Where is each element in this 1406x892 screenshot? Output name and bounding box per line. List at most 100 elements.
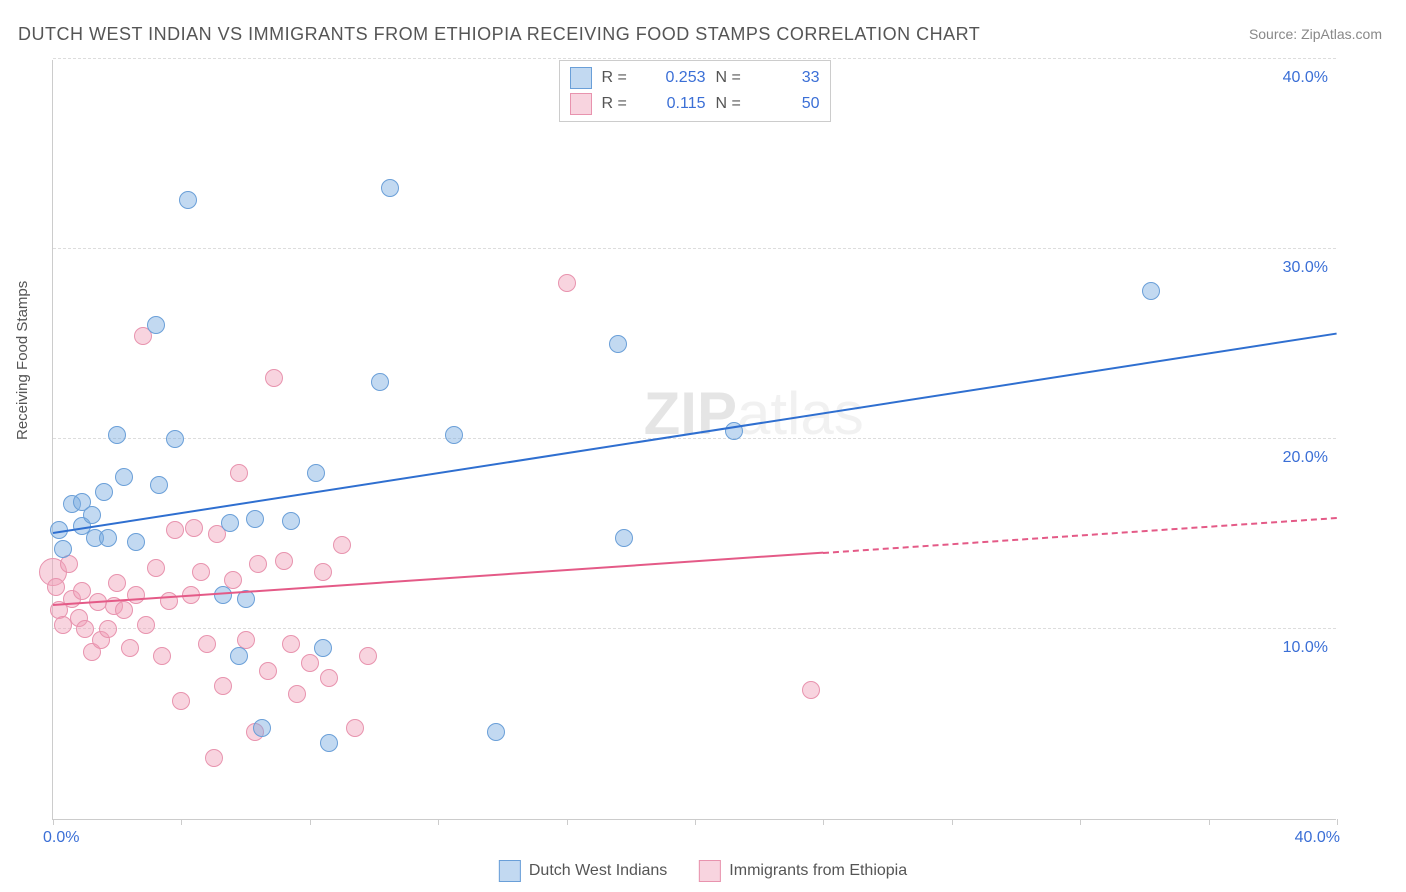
data-point bbox=[249, 555, 267, 573]
gridline bbox=[53, 628, 1336, 629]
legend-swatch bbox=[699, 860, 721, 882]
data-point bbox=[54, 540, 72, 558]
source-credit: Source: ZipAtlas.com bbox=[1249, 26, 1382, 42]
data-point bbox=[95, 483, 113, 501]
r-label: R = bbox=[602, 69, 636, 87]
chart-title: DUTCH WEST INDIAN VS IMMIGRANTS FROM ETH… bbox=[18, 24, 980, 45]
data-point bbox=[282, 635, 300, 653]
data-point bbox=[150, 476, 168, 494]
x-tick bbox=[310, 819, 311, 825]
plot-area: 10.0%20.0%30.0%40.0%0.0%40.0%ZIPatlasR =… bbox=[52, 60, 1336, 820]
data-point bbox=[205, 749, 223, 767]
data-point bbox=[314, 639, 332, 657]
correlation-legend-row: R =0.253N =33 bbox=[570, 65, 820, 91]
x-tick bbox=[181, 819, 182, 825]
data-point bbox=[371, 373, 389, 391]
data-point bbox=[445, 426, 463, 444]
data-point bbox=[288, 685, 306, 703]
x-tick bbox=[952, 819, 953, 825]
legend-swatch bbox=[499, 860, 521, 882]
correlation-legend: R =0.253N =33R =0.115N =50 bbox=[559, 60, 831, 122]
x-tick bbox=[1080, 819, 1081, 825]
data-point bbox=[137, 616, 155, 634]
legend-item: Dutch West Indians bbox=[499, 860, 667, 882]
data-point bbox=[253, 719, 271, 737]
x-tick bbox=[1337, 819, 1338, 825]
x-tick-label-min: 0.0% bbox=[43, 829, 79, 847]
n-value: 50 bbox=[760, 95, 820, 113]
data-point bbox=[121, 639, 139, 657]
gridline bbox=[53, 58, 1336, 59]
correlation-legend-row: R = 0.115 N = 50 bbox=[570, 91, 820, 117]
x-tick bbox=[1209, 819, 1210, 825]
data-point bbox=[153, 647, 171, 665]
data-point bbox=[99, 620, 117, 638]
r-value: 0.253 bbox=[646, 69, 706, 87]
data-point bbox=[198, 635, 216, 653]
legend-label: Immigrants from Ethiopia bbox=[729, 862, 907, 880]
data-point bbox=[802, 681, 820, 699]
data-point bbox=[115, 468, 133, 486]
data-point bbox=[259, 662, 277, 680]
data-point bbox=[160, 592, 178, 610]
data-point bbox=[1142, 282, 1160, 300]
data-point bbox=[147, 316, 165, 334]
legend-item: Immigrants from Ethiopia bbox=[699, 860, 907, 882]
r-label: R = bbox=[602, 95, 636, 113]
data-point bbox=[83, 506, 101, 524]
data-point bbox=[275, 552, 293, 570]
data-point bbox=[166, 430, 184, 448]
data-point bbox=[246, 510, 264, 528]
data-point bbox=[333, 536, 351, 554]
data-point bbox=[99, 529, 117, 547]
data-point bbox=[221, 514, 239, 532]
x-tick bbox=[695, 819, 696, 825]
data-point bbox=[282, 512, 300, 530]
legend-swatch bbox=[570, 93, 592, 115]
gridline bbox=[53, 248, 1336, 249]
data-point bbox=[73, 582, 91, 600]
data-point bbox=[230, 464, 248, 482]
data-point bbox=[558, 274, 576, 292]
y-axis-label: Receiving Food Stamps bbox=[14, 281, 31, 440]
x-tick-label-max: 40.0% bbox=[1295, 829, 1340, 847]
data-point bbox=[359, 647, 377, 665]
data-point bbox=[127, 586, 145, 604]
data-point bbox=[314, 563, 332, 581]
data-point bbox=[166, 521, 184, 539]
legend-label: Dutch West Indians bbox=[529, 862, 667, 880]
x-tick bbox=[823, 819, 824, 825]
data-point bbox=[108, 574, 126, 592]
data-point bbox=[47, 578, 65, 596]
gridline bbox=[53, 438, 1336, 439]
data-point bbox=[487, 723, 505, 741]
data-point bbox=[147, 559, 165, 577]
x-tick bbox=[53, 819, 54, 825]
trend-line bbox=[53, 552, 824, 606]
data-point bbox=[214, 677, 232, 695]
y-tick-label: 20.0% bbox=[1283, 449, 1328, 467]
x-tick bbox=[438, 819, 439, 825]
data-point bbox=[615, 529, 633, 547]
y-tick-label: 10.0% bbox=[1283, 639, 1328, 657]
y-tick-label: 40.0% bbox=[1283, 69, 1328, 87]
legend-swatch bbox=[570, 67, 592, 89]
series-legend: Dutch West Indians Immigrants from Ethiop… bbox=[499, 860, 907, 882]
data-point bbox=[172, 692, 190, 710]
data-point bbox=[108, 426, 126, 444]
n-label: N = bbox=[716, 95, 750, 113]
data-point bbox=[127, 533, 145, 551]
data-point bbox=[179, 191, 197, 209]
data-point bbox=[320, 669, 338, 687]
trend-line bbox=[53, 333, 1337, 534]
trend-line bbox=[823, 517, 1337, 554]
data-point bbox=[192, 563, 210, 581]
x-tick bbox=[567, 819, 568, 825]
data-point bbox=[230, 647, 248, 665]
r-value: 0.115 bbox=[646, 95, 706, 113]
data-point bbox=[185, 519, 203, 537]
data-point bbox=[76, 620, 94, 638]
data-point bbox=[381, 179, 399, 197]
data-point bbox=[307, 464, 325, 482]
data-point bbox=[320, 734, 338, 752]
